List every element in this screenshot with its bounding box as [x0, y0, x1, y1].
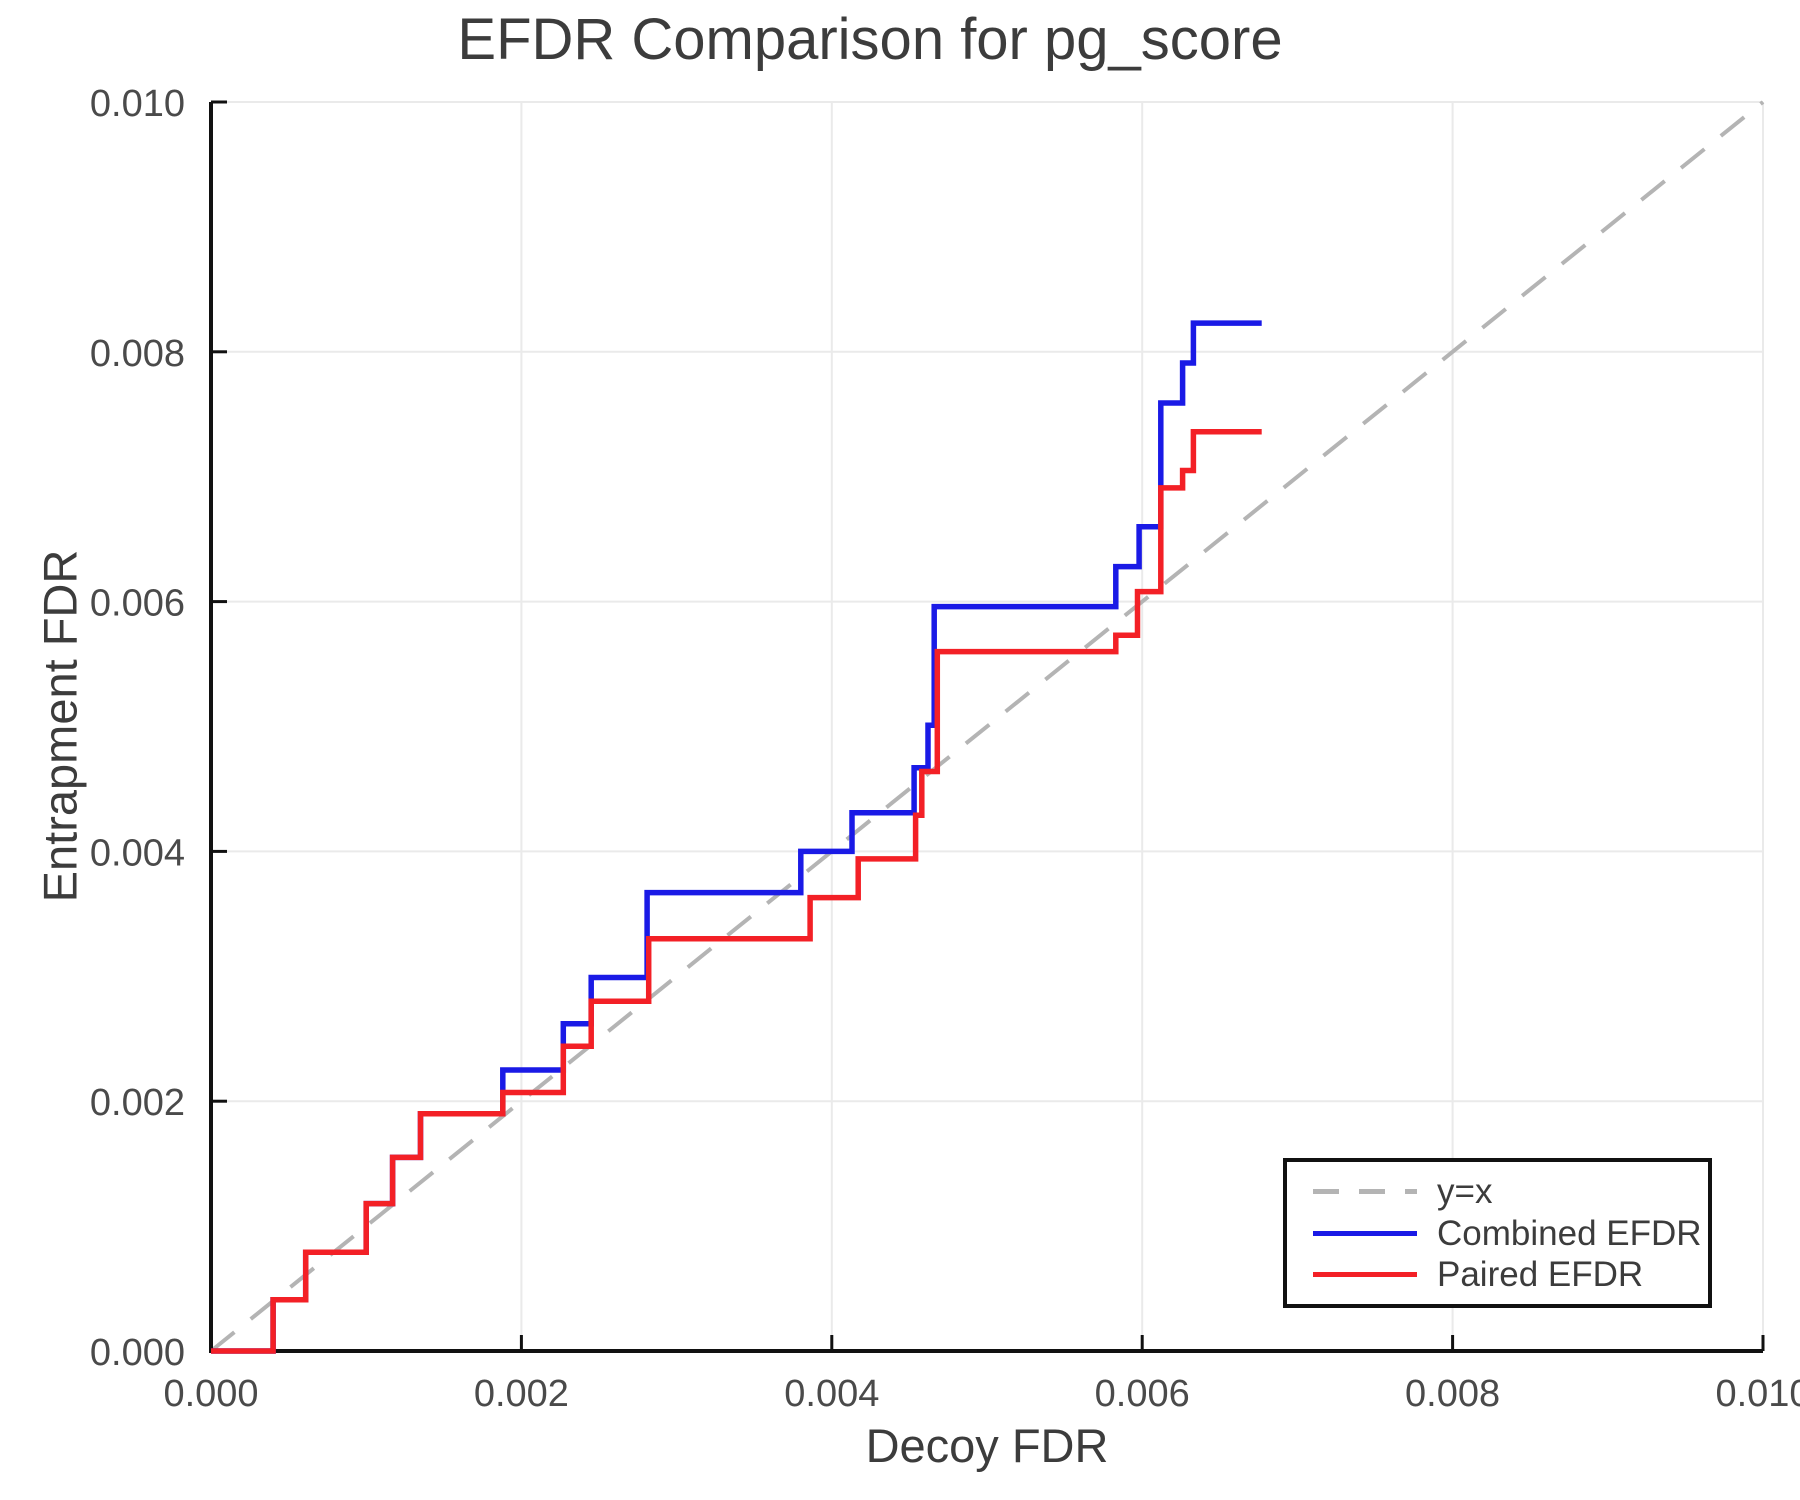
- x-tick-label: 0.000: [163, 1373, 258, 1415]
- legend-item-paired: Paired EFDR: [1313, 1257, 1708, 1292]
- legend: y=x Combined EFDR Paired EFDR: [1283, 1158, 1712, 1308]
- y-tick-label: 0.002: [90, 1082, 185, 1124]
- y-tick-label: 0.008: [90, 333, 185, 375]
- legend-item-combined: Combined EFDR: [1313, 1216, 1708, 1251]
- y-tick-label: 0.004: [90, 832, 185, 874]
- combined-line-swatch: [1313, 1230, 1417, 1236]
- paired-line-swatch: [1313, 1271, 1417, 1277]
- gridlines: [211, 101, 1764, 1351]
- x-tick-label: 0.002: [474, 1373, 569, 1415]
- combined-efdr-line: [211, 320, 1262, 1354]
- axis-spines: [209, 102, 1763, 1353]
- chart-title: EFDR Comparison for pg_score: [457, 7, 1283, 72]
- legend-label-combined: Combined EFDR: [1437, 1213, 1702, 1253]
- dashed-line-swatch: [1313, 1189, 1417, 1195]
- x-tick-label: 0.004: [784, 1373, 879, 1415]
- legend-item-diagonal: y=x: [1313, 1174, 1708, 1209]
- y-tick-label: 0.006: [90, 583, 185, 625]
- x-tick-label: 0.008: [1405, 1373, 1500, 1415]
- x-axis-label: Decoy FDR: [865, 1419, 1109, 1472]
- paired-efdr-line: [211, 428, 1262, 1354]
- legend-label-diagonal: y=x: [1437, 1172, 1493, 1212]
- x-tick-label: 0.010: [1715, 1373, 1800, 1415]
- x-tick-label: 0.006: [1095, 1373, 1190, 1415]
- y-tick-label: 0.000: [90, 1332, 185, 1374]
- diagonal-line: [209, 100, 1765, 1353]
- y-tick-label: 0.010: [90, 83, 185, 125]
- legend-label-paired: Paired EFDR: [1437, 1254, 1644, 1294]
